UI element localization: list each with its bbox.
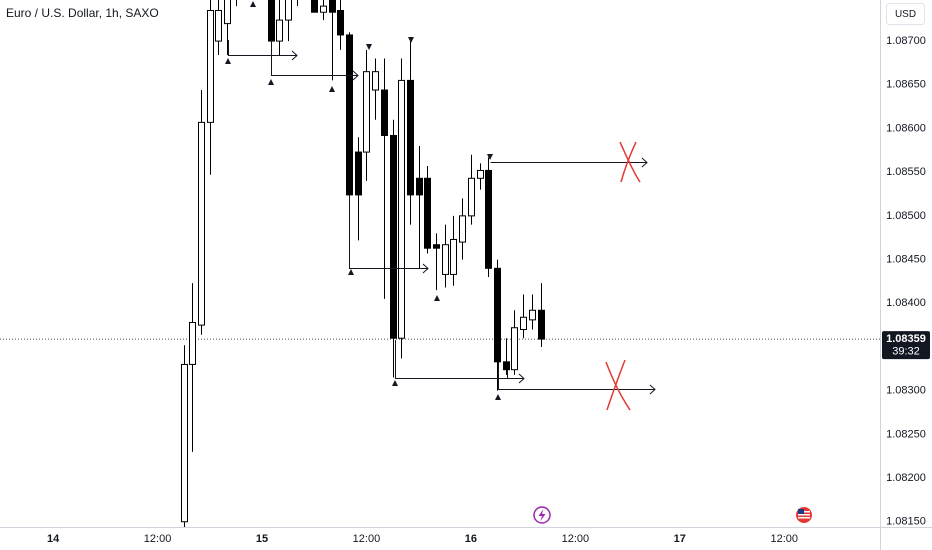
chart-title: Euro / U.S. Dollar, 1h, SAXO — [6, 6, 159, 20]
x-tick-label: 12:00 — [562, 533, 590, 545]
candle-body — [320, 5, 327, 13]
cross-mark — [605, 359, 631, 411]
candle-body — [311, 0, 318, 13]
y-tick-label: 1.08500 — [886, 210, 926, 222]
y-tick-label: 1.08700 — [886, 35, 926, 47]
candle-body — [442, 244, 449, 275]
marker-up — [348, 269, 354, 275]
candle-body — [224, 0, 231, 25]
candle-body — [390, 134, 397, 339]
y-tick-label: 1.08150 — [886, 516, 926, 528]
x-tick-label: 17 — [674, 533, 686, 545]
candle-body — [337, 9, 344, 36]
candle-body — [346, 34, 353, 196]
y-tick-label: 1.08400 — [886, 297, 926, 309]
x-tick-label: 12:00 — [144, 533, 172, 545]
marker-up — [434, 295, 440, 301]
y-tick-label: 1.08200 — [886, 472, 926, 484]
candle-body — [511, 327, 518, 371]
candle-body — [268, 0, 275, 42]
candle-body — [198, 121, 205, 326]
candle-body — [424, 177, 431, 249]
x-tick-label: 12:00 — [353, 533, 381, 545]
marker-down — [366, 44, 372, 50]
candle-body — [355, 151, 362, 196]
marker-up — [268, 79, 274, 85]
candle-body — [207, 9, 214, 123]
y-tick-label: 1.08550 — [886, 166, 926, 178]
countdown: 39:32 — [892, 346, 920, 358]
candle-body — [503, 361, 510, 371]
candle-body — [276, 19, 283, 42]
candle-body — [215, 9, 222, 42]
candle-body — [372, 71, 379, 91]
arrow — [498, 362, 656, 395]
candle-body — [407, 79, 414, 196]
candle-body — [433, 244, 440, 249]
marker-up — [329, 86, 335, 92]
candle-body — [468, 177, 475, 217]
event-icon[interactable] — [533, 506, 551, 524]
candle-body — [181, 363, 188, 523]
candle-body — [450, 238, 457, 275]
x-tick-label: 12:00 — [770, 533, 798, 545]
candle-body — [520, 316, 527, 330]
currency-label[interactable]: USD — [895, 9, 916, 20]
y-tick-label: 1.08600 — [886, 122, 926, 134]
last-price-label: 1.08359 — [886, 333, 926, 345]
candle-body — [529, 309, 536, 321]
x-tick-label: 14 — [47, 533, 60, 545]
y-tick-label: 1.08300 — [886, 385, 926, 397]
candle-body — [485, 169, 492, 269]
marker-up — [225, 58, 231, 64]
marker-down — [487, 154, 493, 160]
candle-body — [398, 79, 405, 339]
arrow — [349, 195, 429, 274]
candle-body — [285, 0, 292, 21]
candle-body — [494, 267, 501, 363]
marker-down — [408, 37, 414, 43]
marker-up — [392, 380, 398, 386]
candle-body — [538, 309, 545, 340]
plot-area — [0, 0, 880, 527]
event-icon[interactable] — [796, 507, 812, 523]
drawings — [225, 1, 656, 411]
candle-body — [329, 0, 336, 13]
last-price-box: 1.08359 39:32 — [882, 331, 930, 360]
y-tick-label: 1.08250 — [886, 428, 926, 440]
candle-body — [416, 177, 423, 196]
candle-body — [477, 169, 484, 179]
arrow — [395, 340, 525, 384]
last-price-bg — [882, 331, 930, 360]
x-tick-label: 16 — [465, 533, 477, 545]
candle-body — [381, 89, 388, 136]
candle-body — [459, 215, 466, 243]
y-tick-label: 1.08650 — [886, 79, 926, 91]
arrow — [228, 40, 298, 61]
x-tick-label: 15 — [256, 533, 268, 545]
marker-up — [250, 1, 256, 7]
candle-body — [363, 71, 370, 153]
currency-button[interactable] — [886, 3, 925, 25]
candle-body — [189, 321, 196, 365]
arrow — [490, 157, 648, 168]
y-tick-label: 1.08450 — [886, 253, 926, 265]
arrow — [271, 40, 359, 81]
cross-mark — [619, 141, 641, 183]
marker-up — [495, 394, 501, 400]
